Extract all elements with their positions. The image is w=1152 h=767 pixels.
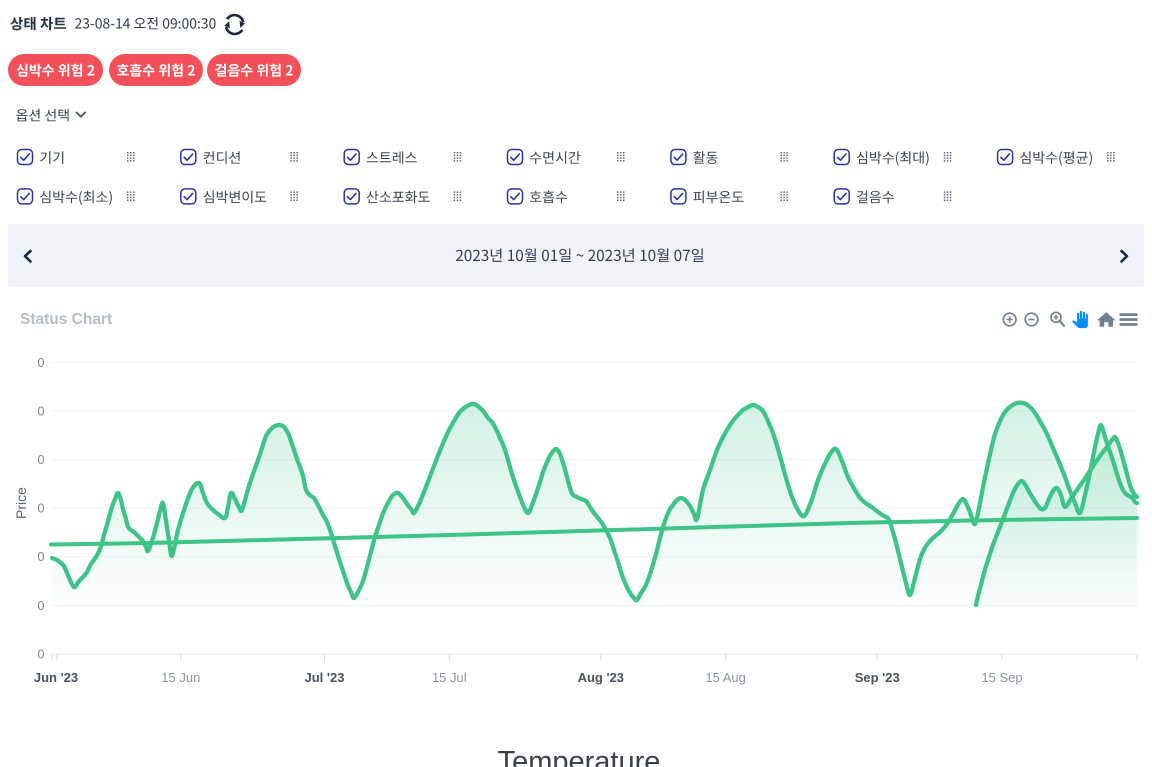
svg-text:Status Chart: Status Chart: [20, 311, 112, 328]
svg-text:15 Aug: 15 Aug: [705, 670, 746, 685]
svg-text:0: 0: [38, 453, 45, 467]
svg-text:Aug '23: Aug '23: [578, 670, 624, 685]
svg-text:0: 0: [38, 404, 45, 418]
svg-text:0: 0: [38, 502, 45, 516]
svg-text:0: 0: [38, 599, 45, 613]
svg-text:15 Jul: 15 Jul: [432, 670, 467, 685]
svg-text:Sep '23: Sep '23: [855, 670, 900, 685]
svg-text:Jul '23: Jul '23: [305, 670, 345, 685]
svg-text:0: 0: [38, 550, 45, 564]
svg-text:Jun '23: Jun '23: [34, 670, 78, 685]
svg-text:Temperature: Temperature: [498, 746, 661, 767]
svg-text:0: 0: [38, 356, 45, 370]
svg-text:0: 0: [38, 647, 45, 661]
svg-text:15 Jun: 15 Jun: [161, 670, 200, 685]
svg-text:15 Sep: 15 Sep: [981, 670, 1022, 685]
svg-text:Price: Price: [13, 487, 29, 519]
